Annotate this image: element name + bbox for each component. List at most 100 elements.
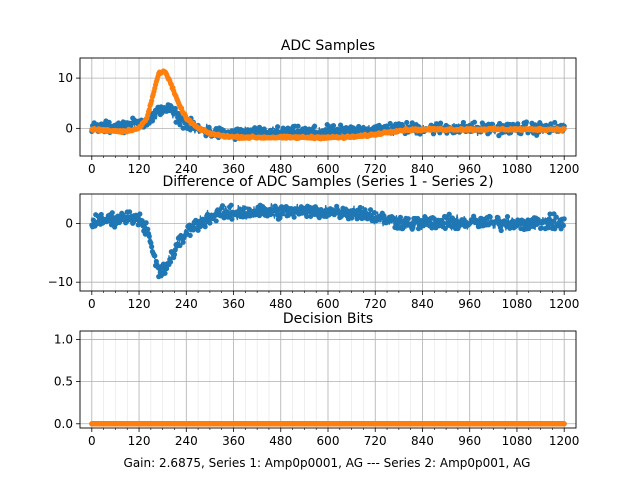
data-point [398,218,404,224]
data-point [229,216,235,222]
data-point [152,253,158,259]
data-point [180,239,186,245]
data-point [162,270,168,276]
data-point [471,213,477,219]
data-point [139,218,145,224]
data-point [291,214,297,220]
y-tick-label: 0.5 [54,375,73,389]
data-point [106,218,112,224]
data-point [498,227,504,234]
x-tick-label: 1080 [502,162,533,176]
data-point [177,122,183,128]
x-tick-label: 600 [317,297,340,311]
data-point [241,205,248,211]
data-point [304,213,310,220]
y-tick-label: 1.0 [54,332,73,346]
data-point [228,202,234,208]
x-tick-label: 960 [458,434,481,448]
series-line-segment [270,202,273,206]
x-tick-label: 480 [269,162,292,176]
data-point [538,225,544,231]
plot-area [89,202,567,280]
data-point [275,124,281,130]
data-point [207,220,213,226]
data-point [548,121,554,127]
data-point [349,215,355,221]
y-tick-label: −10 [48,275,73,289]
data-point [446,211,452,217]
x-tick-label: 0 [88,297,96,311]
data-point [550,218,556,225]
data-point [504,214,511,220]
data-point [441,220,447,226]
data-point [330,123,337,129]
data-point [487,214,493,220]
data-point [143,220,149,226]
data-point [362,207,368,213]
x-tick-label: 720 [364,162,387,176]
data-point [171,251,178,258]
data-point [145,226,151,232]
data-point [471,119,478,125]
data-point [357,204,363,211]
x-tick-label: 120 [128,434,151,448]
y-tick-label: 10 [58,71,73,85]
data-point [552,119,558,126]
data-point [560,222,567,229]
data-point [177,242,183,249]
data-point [444,215,450,221]
data-point [520,218,526,224]
data-point [545,225,552,231]
data-point [213,218,219,224]
data-point [404,119,410,126]
data-point [106,119,112,125]
x-tick-label: 120 [128,162,151,176]
x-tick-label: 360 [222,297,245,311]
axes-frame [79,193,577,292]
data-point [371,209,378,216]
x-tick-label: 120 [128,297,151,311]
x-tick-label: 960 [458,297,481,311]
data-point [409,120,415,126]
x-tick-label: 240 [175,297,198,311]
series-2 [89,68,567,142]
series-line-segment [410,220,413,222]
data-point [109,210,115,216]
x-tick-label: 1080 [502,297,533,311]
x-tick-label: 600 [317,162,340,176]
x-tick-label: 360 [222,162,245,176]
x-tick-label: 480 [269,297,292,311]
data-point [553,214,559,220]
y-tick-label: 0 [65,121,73,135]
x-tick-label: 720 [364,297,387,311]
data-point [137,211,143,217]
x-tick-label: 1200 [549,162,580,176]
data-point [338,213,344,219]
x-tick-label: 360 [222,434,245,448]
data-point [172,105,178,112]
y-tick-label: 0.0 [54,417,73,431]
data-point [460,119,467,126]
data-point [547,211,553,217]
x-tick-label: 840 [411,162,434,176]
data-point [219,203,226,209]
data-point [279,211,285,217]
series-1 [89,202,567,280]
x-tick-label: 240 [175,162,198,176]
data-point [180,125,186,131]
data-point [530,219,536,226]
data-point [495,215,501,221]
x-tick-label: 0 [88,162,96,176]
x-tick-label: 480 [269,434,292,448]
panel-1-title: ADC Samples [281,38,375,54]
data-point [146,107,152,113]
data-point [152,113,158,119]
plot-area [89,68,567,143]
x-tick-label: 240 [175,434,198,448]
panel-3-title: Decision Bits [283,311,373,327]
x-tick-label: 960 [458,162,481,176]
panels: ADC Samples 0 120 240 360 480 600 720 840 960 1080… [48,38,580,448]
series-line-segment [225,205,228,210]
